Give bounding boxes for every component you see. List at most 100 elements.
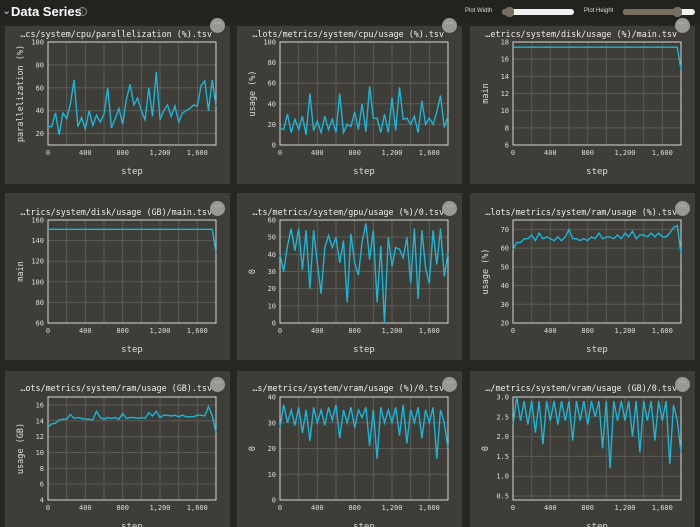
y-tick-label: 30 — [268, 419, 276, 427]
line-chart: 6 8 10 12 14 16 18 0 400 800 1,200 1,600 step main — [481, 39, 682, 177]
ellipsis-icon[interactable]: ··· — [442, 18, 457, 33]
line-chart: 4 6 8 10 12 14 16 0 400 800 1,200 1,600 step usage (G… — [16, 396, 217, 527]
chart-panel: 0.5 1.0 1.5 2.0 2.5 3.0 0 400 800 1,200 1,600 step 0… — [470, 371, 695, 527]
chart-title: …lots/metrics/system/ram/usage (%).tsv — [485, 207, 677, 217]
y-tick-label: 50 — [268, 234, 276, 242]
x-tick-label: 0 — [46, 504, 50, 512]
x-tick-label: 1,200 — [149, 504, 170, 512]
x-tick-label: 400 — [544, 504, 557, 512]
plot-height-slider[interactable] — [623, 7, 695, 17]
plot-frame — [47, 396, 217, 501]
x-tick-label: 1,600 — [187, 149, 208, 157]
plot-frame — [279, 219, 449, 324]
y-tick-label: 40 — [501, 282, 509, 290]
ellipsis-icon[interactable]: ··· — [442, 377, 457, 392]
y-tick-label: 1.0 — [496, 473, 509, 481]
y-tick-label: 80 — [36, 299, 44, 307]
x-tick-label: 800 — [116, 149, 129, 157]
x-tick-label: 0 — [278, 327, 282, 335]
ellipsis-icon[interactable]: ··· — [675, 18, 690, 33]
plot-frame — [47, 219, 217, 324]
y-tick-label: 14 — [501, 73, 509, 81]
y-tick-label: 10 — [36, 449, 44, 457]
ellipsis-icon[interactable]: ··· — [210, 377, 225, 392]
plot-frame — [279, 41, 449, 146]
plot-width-slider[interactable] — [502, 7, 574, 17]
y-tick-label: 12 — [36, 433, 44, 441]
y-tick-label: 100 — [31, 278, 44, 286]
series-line — [47, 404, 217, 433]
y-tick-label: 6 — [40, 481, 44, 489]
x-tick-label: 800 — [116, 327, 129, 335]
section-header: ⌄ Data Series i Plot Width Plot Height — [0, 0, 700, 24]
y-axis-label: usage (%) — [248, 70, 258, 116]
series-line — [513, 46, 682, 70]
y-axis-label: usage (%) — [481, 248, 491, 294]
y-tick-label: 100 — [263, 39, 276, 47]
x-tick-label: 1,200 — [149, 149, 170, 157]
y-tick-label: 50 — [501, 263, 509, 271]
plot-frame — [512, 219, 682, 324]
ellipsis-icon[interactable]: ··· — [210, 18, 225, 33]
x-tick-label: 400 — [544, 149, 557, 157]
y-tick-label: 60 — [501, 245, 509, 253]
x-tick-label: 1,200 — [381, 149, 402, 157]
y-tick-label: 3.0 — [496, 394, 509, 402]
chart-title: …cs/system/cpu/parallelization (%).tsv — [20, 29, 212, 39]
line-chart: 0 20 40 60 80 100 0 400 800 1,200 1,600 step usage (… — [248, 39, 449, 177]
plot-frame — [47, 41, 217, 146]
chart-title: …ots/metrics/system/ram/usage (GB).tsv — [20, 383, 212, 393]
y-axis-label: main — [16, 261, 26, 281]
y-tick-label: 1.5 — [496, 453, 509, 461]
y-tick-label: 10 — [268, 302, 276, 310]
chart-panel: 6 8 10 12 14 16 18 0 400 800 1,200 1,600 step main …et… — [470, 18, 695, 184]
x-tick-label: 800 — [581, 327, 594, 335]
y-tick-label: 60 — [268, 80, 276, 88]
x-tick-label: 0 — [46, 327, 50, 335]
slider-thumb[interactable] — [673, 7, 682, 17]
chevron-down-icon[interactable]: ⌄ — [2, 4, 12, 17]
y-tick-label: 10 — [501, 107, 509, 115]
chart-panel: 20 40 60 80 100 0 400 800 1,200 1,600 step parallel… — [5, 18, 230, 184]
x-tick-label: 400 — [79, 504, 92, 512]
x-tick-label: 1,600 — [419, 504, 440, 512]
y-tick-label: 20 — [268, 285, 276, 293]
y-tick-label: 120 — [31, 258, 44, 266]
plot-height-label: Plot Height — [584, 8, 614, 14]
chart-panel: 0 20 40 60 80 100 0 400 800 1,200 1,600 step usage (… — [237, 18, 462, 184]
y-tick-label: 30 — [268, 268, 276, 276]
x-tick-label: 1,200 — [614, 327, 635, 335]
y-tick-label: 4 — [40, 497, 44, 505]
y-tick-label: 12 — [501, 90, 509, 98]
chart-panel: 20 30 40 50 60 70 0 400 800 1,200 1,600 step usage (… — [470, 193, 695, 360]
chart-title: …s/metrics/system/vram/usage (%)/0.tsv — [252, 383, 444, 393]
y-tick-label: 20 — [268, 445, 276, 453]
line-chart: 0 10 20 30 40 50 60 0 400 800 1,200 1,600 step 0 — [248, 217, 449, 355]
series-line — [48, 71, 217, 135]
line-chart: 0.5 1.0 1.5 2.0 2.5 3.0 0 400 800 1,200 1,600 step 0 — [481, 394, 682, 527]
info-icon[interactable]: i — [78, 7, 87, 16]
slider-thumb[interactable] — [505, 7, 515, 17]
x-tick-label: 1,200 — [614, 504, 635, 512]
chart-title: …trics/system/disk/usage (GB)/main.tsv — [20, 207, 212, 217]
y-tick-label: 0 — [272, 320, 276, 328]
line-chart: 20 30 40 50 60 70 0 400 800 1,200 1,600 step usage (… — [481, 219, 682, 355]
ellipsis-icon[interactable]: ··· — [442, 201, 457, 216]
x-tick-label: 1,200 — [149, 327, 170, 335]
series-line — [279, 86, 449, 136]
ellipsis-icon[interactable]: ··· — [675, 201, 690, 216]
y-tick-label: 0 — [272, 497, 276, 505]
y-axis-label: parallelization (%) — [16, 45, 26, 142]
y-tick-label: 60 — [36, 320, 44, 328]
ellipsis-icon[interactable]: ··· — [210, 201, 225, 216]
x-tick-label: 400 — [79, 149, 92, 157]
y-tick-label: 30 — [501, 301, 509, 309]
ellipsis-icon[interactable]: ··· — [675, 377, 690, 392]
chart-panel: 4 6 8 10 12 14 16 0 400 800 1,200 1,600 step usage (G… — [5, 371, 230, 527]
line-chart: 60 80 100 120 140 160 0 400 800 1,200 1,600 step mai… — [16, 217, 217, 355]
y-tick-label: 16 — [36, 401, 44, 409]
chart-panel: 0 10 20 30 40 0 400 800 1,200 1,600 step 0 …s/metric… — [237, 371, 462, 527]
x-tick-label: 1,600 — [652, 504, 673, 512]
x-axis-label: step — [121, 345, 143, 355]
